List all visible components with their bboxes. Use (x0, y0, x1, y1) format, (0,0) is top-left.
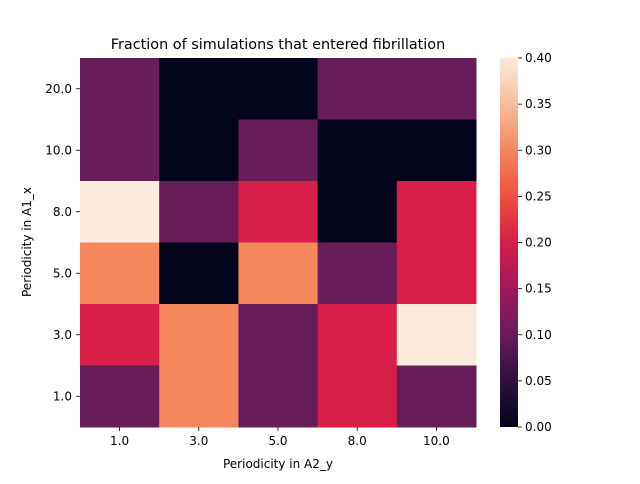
heatmap-cell (317, 242, 398, 305)
x-tick-label: 5.0 (268, 434, 287, 448)
y-tick-label: 3.0 (53, 328, 72, 342)
colorbar-tick-label: 0.15 (525, 282, 552, 296)
heatmap-cell (396, 365, 477, 428)
y-axis-label: Periodicity in A1_x (20, 187, 34, 297)
heatmap-cell (80, 242, 160, 305)
colorbar (500, 58, 518, 427)
colorbar-tick-label: 0.20 (525, 236, 552, 250)
y-tick-label: 1.0 (53, 389, 72, 403)
x-tick-label: 1.0 (110, 434, 129, 448)
heatmap-cell (317, 365, 398, 428)
heatmap-cell (317, 58, 398, 120)
heatmap-cell (238, 119, 319, 182)
heatmap-cell (396, 58, 477, 120)
heatmap-cell (396, 242, 477, 305)
colorbar-tick-label: 0.00 (525, 420, 552, 434)
heatmap-cell (80, 365, 160, 428)
heatmap-cells (80, 58, 477, 428)
x-axis-ticks: 1.0 3.0 5.0 8.0 10.0 (110, 427, 450, 448)
y-tick-label: 10.0 (45, 143, 72, 157)
heatmap-cell (396, 119, 477, 182)
x-tick-label: 3.0 (189, 434, 208, 448)
colorbar-ticks: 0.00 0.05 0.10 0.15 0.20 0.25 0.30 0.35 0.40 (518, 51, 552, 434)
heatmap-cell (317, 181, 398, 243)
heatmap-cell (159, 181, 239, 243)
y-tick-label: 20.0 (45, 82, 72, 96)
x-tick-label: 10.0 (423, 434, 450, 448)
heatmap-cell (80, 119, 160, 182)
heatmap-cell (396, 304, 477, 366)
heatmap-cell (159, 242, 239, 305)
heatmap-cell (159, 119, 239, 182)
heatmap-cell (238, 181, 319, 243)
heatmap-cell (80, 58, 160, 120)
heatmap-cell (159, 365, 239, 428)
y-axis-ticks: 20.0 10.0 8.0 5.0 3.0 1.0 (45, 82, 80, 403)
heatmap-cell (238, 242, 319, 305)
colorbar-tick-label: 0.05 (525, 374, 552, 388)
y-tick-label: 8.0 (53, 205, 72, 219)
heatmap-cell (238, 58, 319, 120)
x-tick-label: 8.0 (348, 434, 367, 448)
x-axis-label: Periodicity in A2_y (223, 457, 333, 471)
heatmap-cell (396, 181, 477, 243)
heatmap-cell (317, 119, 398, 182)
heatmap-cell (159, 304, 239, 366)
heatmap-cell (238, 304, 319, 366)
colorbar-tick-label: 0.40 (525, 51, 552, 65)
heatmap-cell (80, 304, 160, 366)
colorbar-tick-label: 0.35 (525, 97, 552, 111)
heatmap-cell (80, 181, 160, 243)
chart-title: Fraction of simulations that entered fib… (111, 37, 445, 53)
colorbar-tick-label: 0.25 (525, 189, 552, 203)
y-tick-label: 5.0 (53, 266, 72, 280)
colorbar-tick-label: 0.10 (525, 328, 552, 342)
heatmap-cell (317, 304, 398, 366)
colorbar-tick-label: 0.30 (525, 143, 552, 157)
heatmap-cell (159, 58, 239, 120)
heatmap-cell (238, 365, 319, 428)
